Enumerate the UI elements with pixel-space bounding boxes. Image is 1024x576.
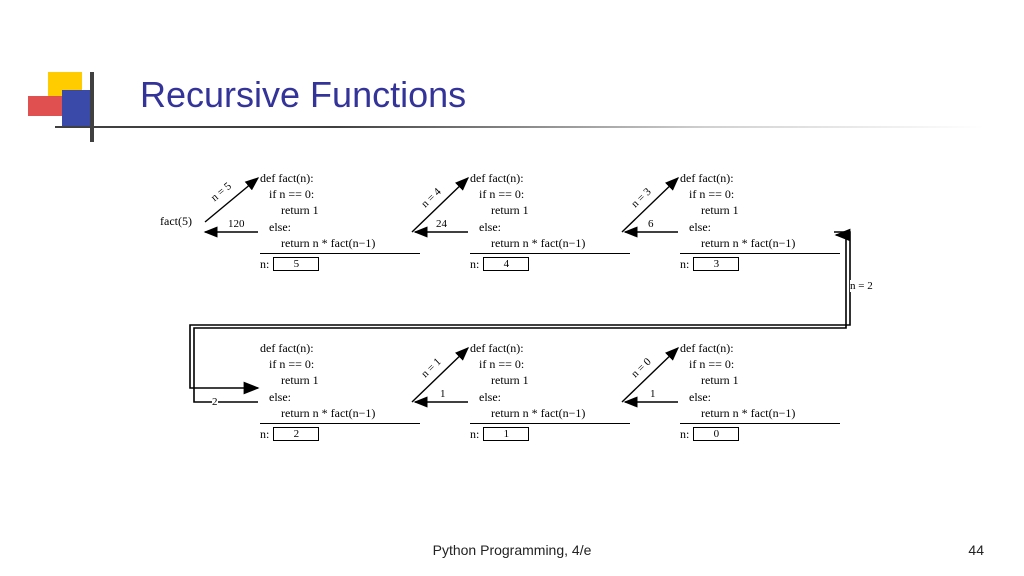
logo-blue-square [62,90,90,128]
frame-code: def fact(n): if n == 0: return 1 else: r… [470,170,630,251]
frame-n-label: n: [470,256,479,272]
frame-n-label: n: [260,426,269,442]
frame-n-row: n: 2 [260,423,420,442]
frame-n-value: 5 [273,257,319,271]
frame-code: def fact(n): if n == 0: return 1 else: r… [260,340,420,421]
arrow-label: 1 [650,388,656,400]
slide-title: Recursive Functions [140,74,466,116]
frame-n-row: n: 1 [470,423,630,442]
recursion-diagram: fact(5) def fact(n): if n == 0: return 1… [150,160,890,500]
arrow-label: 6 [648,218,654,230]
arrow-label: 24 [436,218,447,230]
frame-code: def fact(n): if n == 0: return 1 else: r… [260,170,420,251]
frame-n-row: n: 5 [260,253,420,272]
frame-n-value: 4 [483,257,529,271]
stack-frame-n0: def fact(n): if n == 0: return 1 else: r… [680,340,840,442]
frame-n-row: n: 0 [680,423,840,442]
frame-n-label: n: [680,426,689,442]
frame-n-value: 0 [693,427,739,441]
footer-page-number: 44 [968,542,984,558]
frame-n-label: n: [680,256,689,272]
slide-logo [28,72,98,132]
frame-n-row: n: 3 [680,253,840,272]
stack-frame-n3: def fact(n): if n == 0: return 1 else: r… [680,170,840,272]
frame-n-value: 1 [483,427,529,441]
stack-frame-n4: def fact(n): if n == 0: return 1 else: r… [470,170,630,272]
frame-n-value: 2 [273,427,319,441]
footer-book-title: Python Programming, 4/e [0,542,1024,558]
logo-red-square [28,96,62,116]
arrow-label: 2 [212,396,218,408]
stack-frame-n5: def fact(n): if n == 0: return 1 else: r… [260,170,420,272]
arrow-label: 120 [228,218,245,230]
arrow-label: n = 2 [850,280,873,292]
frame-n-value: 3 [693,257,739,271]
title-underline [55,126,985,128]
frame-code: def fact(n): if n == 0: return 1 else: r… [680,340,840,421]
logo-vertical-bar [90,72,94,142]
arrow-label: 1 [440,388,446,400]
stack-frame-n2: def fact(n): if n == 0: return 1 else: r… [260,340,420,442]
stack-frame-n1: def fact(n): if n == 0: return 1 else: r… [470,340,630,442]
frame-n-row: n: 4 [470,253,630,272]
frame-n-label: n: [260,256,269,272]
frame-code: def fact(n): if n == 0: return 1 else: r… [680,170,840,251]
frame-n-label: n: [470,426,479,442]
frame-code: def fact(n): if n == 0: return 1 else: r… [470,340,630,421]
